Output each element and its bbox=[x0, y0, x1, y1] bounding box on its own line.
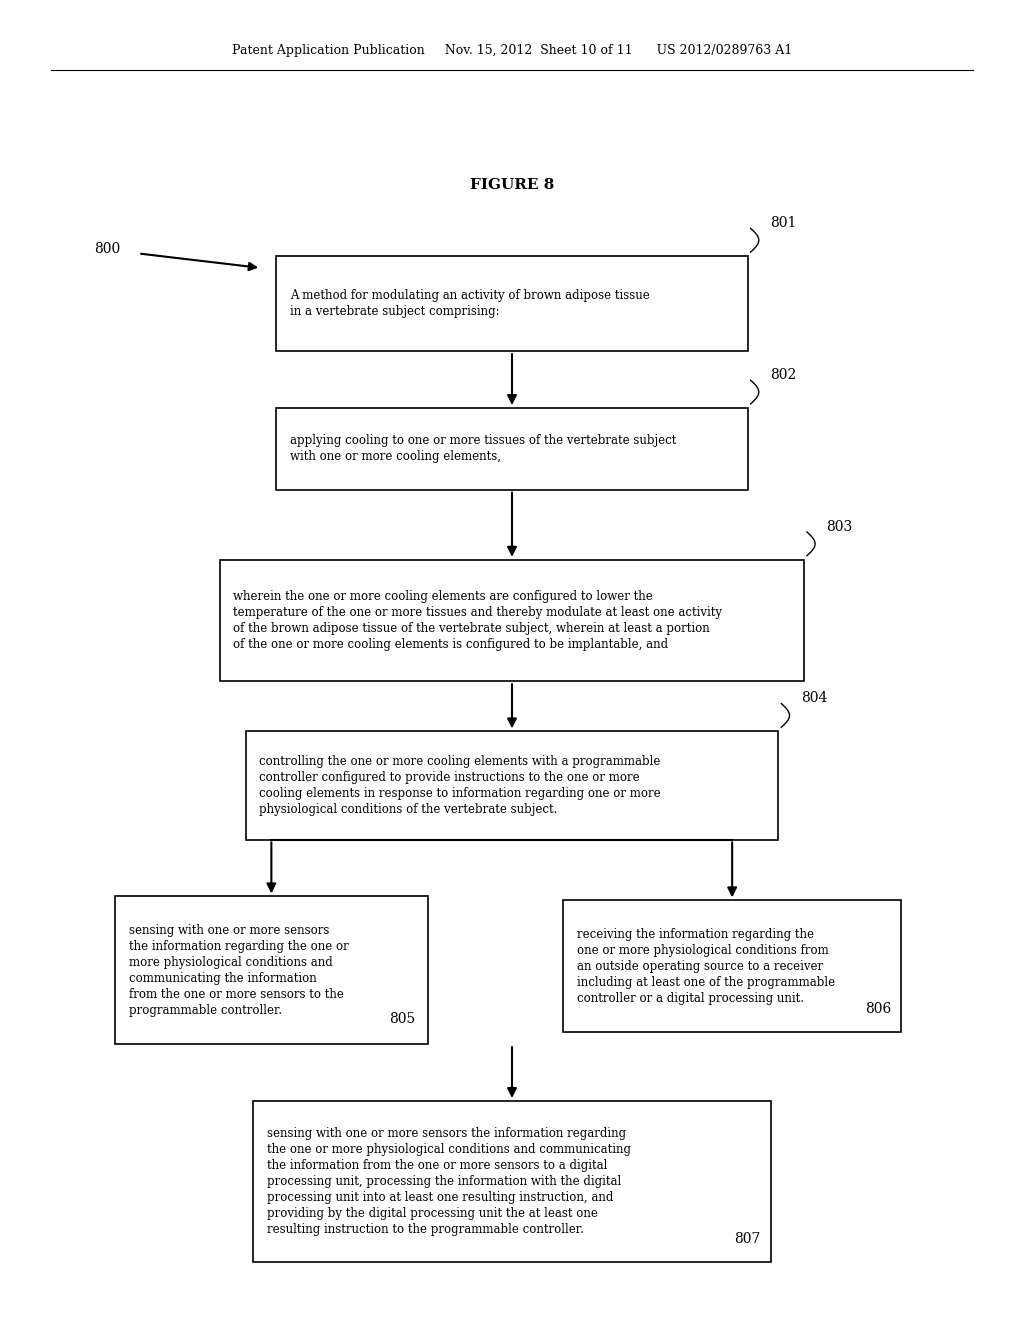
Text: applying cooling to one or more tissues of the vertebrate subject
with one or mo: applying cooling to one or more tissues … bbox=[290, 434, 676, 463]
Text: sensing with one or more sensors the information regarding
the one or more physi: sensing with one or more sensors the inf… bbox=[266, 1127, 631, 1236]
Text: 806: 806 bbox=[864, 1002, 891, 1016]
Text: 805: 805 bbox=[389, 1011, 416, 1026]
Text: 800: 800 bbox=[94, 243, 121, 256]
FancyBboxPatch shape bbox=[246, 731, 778, 840]
FancyBboxPatch shape bbox=[220, 560, 804, 681]
Text: 801: 801 bbox=[770, 216, 797, 230]
Text: controlling the one or more cooling elements with a programmable
controller conf: controlling the one or more cooling elem… bbox=[259, 755, 660, 816]
Text: sensing with one or more sensors
the information regarding the one or
more physi: sensing with one or more sensors the inf… bbox=[129, 924, 348, 1016]
Text: 804: 804 bbox=[801, 692, 827, 705]
FancyBboxPatch shape bbox=[276, 408, 748, 490]
Text: 803: 803 bbox=[826, 520, 853, 533]
FancyBboxPatch shape bbox=[276, 256, 748, 351]
Text: 802: 802 bbox=[770, 368, 797, 381]
Text: Patent Application Publication     Nov. 15, 2012  Sheet 10 of 11      US 2012/02: Patent Application Publication Nov. 15, … bbox=[231, 44, 793, 57]
Text: A method for modulating an activity of brown adipose tissue
in a vertebrate subj: A method for modulating an activity of b… bbox=[290, 289, 649, 318]
FancyBboxPatch shape bbox=[116, 896, 428, 1044]
Text: receiving the information regarding the
one or more physiological conditions fro: receiving the information regarding the … bbox=[577, 928, 835, 1005]
Text: 807: 807 bbox=[734, 1232, 760, 1246]
Text: FIGURE 8: FIGURE 8 bbox=[470, 178, 554, 191]
Text: wherein the one or more cooling elements are configured to lower the
temperature: wherein the one or more cooling elements… bbox=[233, 590, 723, 651]
FancyBboxPatch shape bbox=[254, 1101, 770, 1262]
FancyBboxPatch shape bbox=[563, 900, 901, 1032]
